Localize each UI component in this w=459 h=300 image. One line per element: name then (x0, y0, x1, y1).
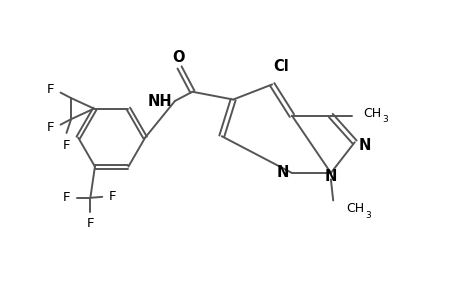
Text: NH: NH (147, 94, 172, 109)
Text: Cl: Cl (273, 59, 289, 74)
Text: F: F (62, 191, 70, 204)
Text: 3: 3 (364, 211, 370, 220)
Text: F: F (86, 218, 94, 230)
Text: F: F (108, 190, 116, 203)
Text: CH: CH (362, 107, 381, 120)
Text: F: F (47, 121, 54, 134)
Text: N: N (324, 169, 336, 184)
Text: N: N (276, 165, 288, 180)
Text: F: F (62, 139, 70, 152)
Text: CH: CH (345, 202, 364, 215)
Text: F: F (47, 83, 54, 96)
Text: O: O (172, 50, 185, 65)
Text: 3: 3 (381, 115, 387, 124)
Text: N: N (358, 138, 370, 153)
